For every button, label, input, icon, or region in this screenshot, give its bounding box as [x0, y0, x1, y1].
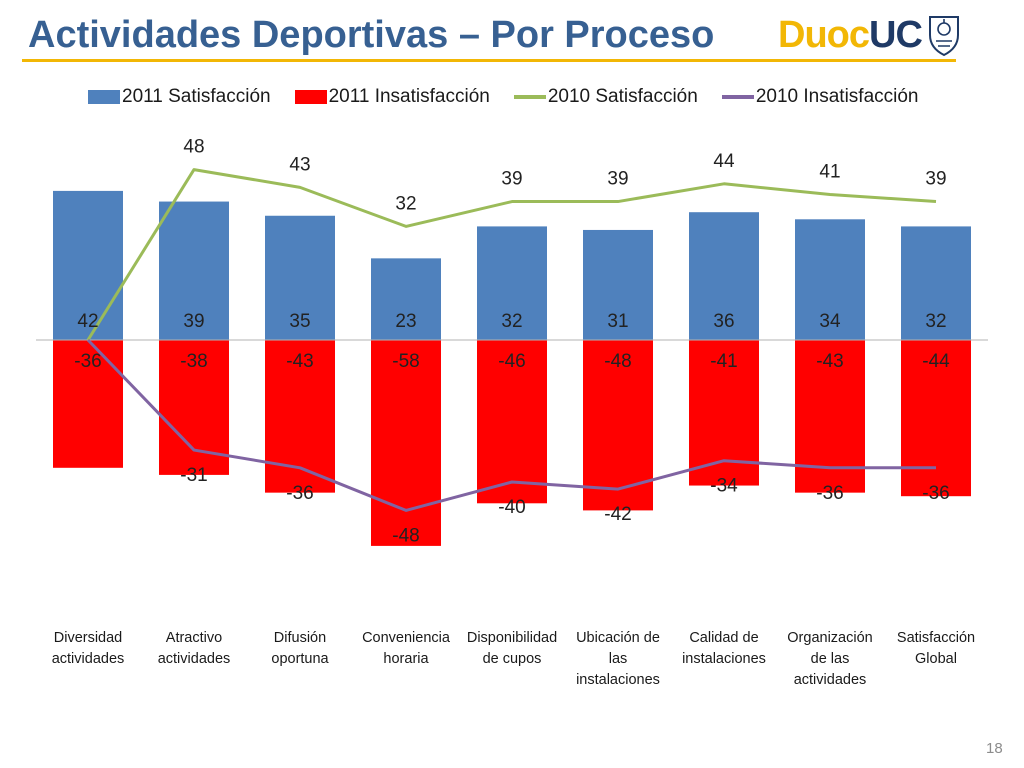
category-label: Calidad de instalaciones [672, 628, 776, 670]
data-label-2010-satisfaccion: 48 [183, 137, 204, 158]
data-label-2010-insatisfaccion: -34 [710, 476, 738, 497]
bar-2011-satisfaccion [371, 258, 441, 340]
legend-item-insat-2011: 2011 Insatisfacción [294, 86, 490, 108]
legend-label-insat-2010: 2010 Insatisfacción [755, 86, 919, 107]
data-label-2011-insatisfaccion: -36 [74, 351, 101, 372]
legend-item-insat-2010: 2010 Insatisfacción [721, 86, 919, 108]
category-label-line: de cupos [482, 651, 542, 667]
page-number: 18 [986, 740, 1003, 757]
combo-chart: 42 39 35 23 32 31 36 34 32 -36 -38 -43 -58 -46 -48 -41 -… [36, 137, 988, 546]
data-label-2011-insatisfaccion: -48 [604, 351, 631, 372]
category-label-line: de las [810, 651, 850, 667]
category-label-line: Conveniencia [362, 630, 450, 646]
category-label: Atractivo actividades [142, 628, 246, 670]
logo-uc-text: UC [869, 13, 923, 56]
data-label-2010-satisfaccion: 44 [713, 151, 735, 172]
data-label-2011-insatisfaccion: -43 [816, 351, 843, 372]
data-label-2010-satisfaccion: 39 [607, 169, 628, 190]
data-label-2010-insatisfaccion: -42 [604, 504, 631, 525]
category-label-line: Ubicación de [576, 630, 660, 646]
legend-swatch-sat-2011 [88, 90, 120, 104]
legend-label-insat-2011: 2011 Insatisfacción [328, 86, 490, 107]
bar-2011-satisfaccion [477, 226, 547, 340]
category-label-line: horaria [383, 651, 429, 667]
data-label-2011-satisfaccion: 31 [607, 311, 628, 332]
data-label-2010-insatisfaccion: -40 [498, 497, 525, 518]
bar-2011-satisfaccion [689, 212, 759, 340]
legend-item-sat-2010: 2010 Satisfacción [513, 86, 698, 108]
line-2010-insatisfaccion [86, 338, 936, 512]
category-label-line: Satisfacción [896, 630, 976, 646]
chart-legend: 2011 Satisfacción 2011 Insatisfacción 20… [88, 86, 919, 108]
category-label-line: instalaciones [682, 651, 766, 667]
data-label-2010-satisfaccion: 39 [925, 169, 946, 190]
data-label-2011-satisfaccion: 39 [183, 311, 204, 332]
data-label-2010-insatisfaccion: -48 [392, 525, 419, 546]
bar-2011-satisfaccion [265, 215, 335, 340]
data-label-2010-satisfaccion: 32 [395, 193, 416, 214]
category-label: Conveniencia horaria [354, 628, 458, 670]
data-label-2011-insatisfaccion: -46 [498, 351, 525, 372]
data-label-2010-insatisfaccion: -36 [816, 483, 843, 504]
bar-2011-satisfaccion [159, 201, 229, 340]
category-label-line: Disponibilidad [466, 630, 558, 646]
data-label-2011-insatisfaccion: -38 [180, 351, 207, 372]
data-label-2011-insatisfaccion: -44 [922, 351, 950, 372]
category-label-line: Diversidad [53, 630, 123, 646]
category-label-line: instalaciones [576, 672, 660, 688]
legend-swatch-insat-2011 [294, 90, 327, 104]
category-label-line: las [608, 651, 628, 667]
university-crest-icon [928, 16, 959, 57]
legend-label-sat-2010: 2010 Satisfacción [547, 86, 698, 107]
data-label-2011-insatisfaccion: -43 [286, 351, 313, 372]
category-label: Disponibilidad de cupos [460, 628, 564, 670]
data-label-2010-satisfaccion: 43 [289, 154, 310, 175]
data-label-2011-satisfaccion: 23 [395, 311, 416, 332]
data-label-2011-satisfaccion: 35 [289, 311, 310, 332]
logo-duoc-text: Duoc [778, 13, 870, 56]
category-label-line: Calidad de [689, 630, 759, 646]
category-label-line: Global [915, 651, 957, 667]
category-label-line: oportuna [271, 651, 329, 667]
category-label-line: actividades [793, 672, 867, 688]
title-underline [22, 59, 956, 62]
line-2010-satisfaccion [86, 168, 937, 341]
category-label: Difusión oportuna [248, 628, 352, 670]
data-label-2011-satisfaccion: 32 [925, 311, 946, 332]
data-label-2010-insatisfaccion: -36 [286, 483, 313, 504]
category-label-line: actividades [157, 651, 231, 667]
legend-swatch-sat-2010 [513, 95, 546, 99]
bar-2011-insatisfaccion [159, 340, 229, 475]
data-label-2011-satisfaccion: 32 [501, 311, 522, 332]
bar-2011-satisfaccion [583, 229, 653, 340]
category-label-line: actividades [51, 651, 125, 667]
data-label-2011-satisfaccion: 36 [713, 311, 734, 332]
legend-label-sat-2011: 2011 Satisfacción [122, 86, 271, 107]
duoc-uc-logo: Duoc UC [778, 12, 962, 58]
category-label: Organización de las actividades [778, 628, 882, 691]
bar-2011-insatisfaccion [53, 340, 123, 468]
bar-2011-satisfaccion [53, 190, 123, 340]
category-label-line: Difusión [273, 630, 327, 646]
data-label-2010-satisfaccion: 39 [501, 169, 522, 190]
bar-2011-insatisfaccion [901, 340, 971, 497]
category-label: Diversidad actividades [36, 628, 140, 670]
data-label-2011-satisfaccion: 42 [77, 311, 98, 332]
data-label-2010-insatisfaccion: -31 [180, 465, 207, 486]
data-label-2010-satisfaccion: 41 [819, 161, 840, 182]
bar-2011-satisfaccion [795, 219, 865, 340]
slide-title: Actividades Deportivas – Por Proceso [28, 14, 715, 56]
category-label-line: Organización [787, 630, 873, 646]
data-label-2010-insatisfaccion: -36 [922, 483, 949, 504]
category-label-line: Atractivo [165, 630, 223, 646]
legend-item-sat-2011: 2011 Satisfacción [88, 86, 271, 108]
category-label: Satisfacción Global [884, 628, 988, 670]
legend-swatch-insat-2010 [721, 95, 754, 99]
bar-2011-insatisfaccion [477, 340, 547, 504]
category-label: Ubicación de las instalaciones [566, 628, 670, 691]
data-label-2011-insatisfaccion: -58 [392, 351, 419, 372]
data-label-2011-insatisfaccion: -41 [710, 351, 737, 372]
bar-2011-satisfaccion [901, 226, 971, 340]
data-label-2011-satisfaccion: 34 [819, 311, 841, 332]
